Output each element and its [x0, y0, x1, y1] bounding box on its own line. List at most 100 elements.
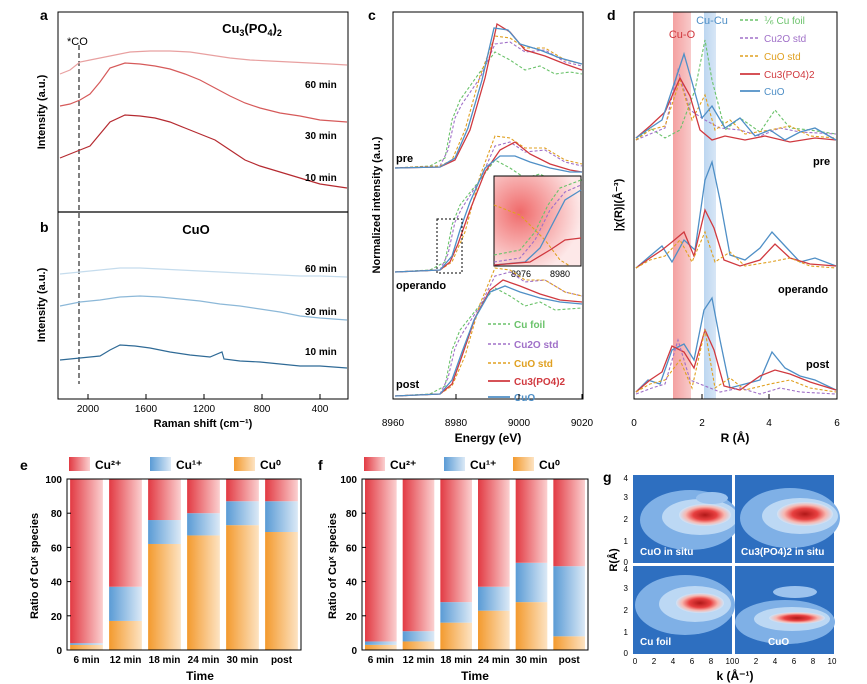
bar-segment-Cu0 [440, 622, 472, 650]
legend-swatch-cu2 [364, 457, 385, 471]
exafs-post-label: post [806, 359, 830, 371]
x-tick-label: 24 min [478, 655, 510, 666]
legend-label-cu2: Cu²⁺ [95, 458, 121, 472]
legend-label: CuO std [514, 359, 553, 370]
cu-cu-band-label: Cu-Cu [696, 15, 728, 27]
y-tick-label: 80 [346, 509, 358, 520]
raman-b-60min-line [59, 267, 348, 278]
wavelet-panel: g R(Å) CuO in situ Cu3(PO4)2 in situ Cu … [603, 469, 840, 683]
bar-segment-Cu0 [478, 610, 510, 650]
bar-segment-Cu0 [365, 644, 397, 650]
xanes-xlabel: Energy (eV) [455, 431, 522, 445]
panel-b-title: CuO [182, 222, 209, 237]
co-marker-label: *CO [67, 36, 88, 48]
exafs-ylabel: |χ(R)|(Å⁻³) [612, 178, 625, 231]
xanes-post-cu3po4-line [394, 279, 583, 397]
bar-segment-Cu1plus [478, 586, 510, 611]
bar-segment-Cu0 [187, 535, 220, 650]
panel-e-label: e [20, 457, 28, 473]
raman-b-30min-line [59, 295, 348, 321]
svg-text:3: 3 [624, 584, 629, 593]
raman-xlabel: Raman shift (cm⁻¹) [154, 418, 253, 430]
xanes-x-ticks [392, 394, 583, 399]
bar-segment-Cu1plus [553, 566, 585, 637]
raman-a-60min-line [59, 50, 348, 75]
svg-text:10: 10 [828, 657, 837, 666]
bar-segment-Cu0 [515, 602, 548, 650]
xanes-pre-cu2o-line [394, 41, 583, 169]
legend-label: Cu3(PO4)2 [514, 377, 566, 388]
legend-label: CuO [764, 87, 785, 98]
xanes-post-label: post [396, 379, 420, 391]
bar-segment-Cu2plus [478, 479, 510, 587]
raman-b-10min-label: 10 min [305, 347, 337, 358]
panel-g-label: g [603, 469, 612, 485]
xanes-zoom-box [436, 218, 463, 274]
exafs-pre-cuostd-line [635, 78, 837, 141]
svg-text:0: 0 [624, 649, 629, 658]
svg-text:2: 2 [624, 515, 629, 524]
wavelet-map-cuo-in-situ: CuO in situ [633, 475, 740, 563]
bar-segment-Cu0 [402, 641, 435, 650]
x-tick-label: 6 min [368, 655, 394, 666]
bar-segment-Cu0 [226, 525, 259, 650]
xanes-operando-label: operando [396, 280, 446, 292]
y-tick-label: 40 [346, 578, 358, 589]
wavelet-map-label: Cu foil [640, 637, 671, 648]
svg-text:4: 4 [624, 474, 629, 483]
x-tick-label: post [559, 655, 581, 666]
xanes-post-cuostd-line [394, 267, 583, 397]
exafs-xtick: 4 [766, 418, 772, 429]
bar-segment-Cu2plus [148, 479, 181, 521]
xanes-inset-cuostd-line [493, 204, 571, 267]
chart-e-ylabel: Ratio of Cuˣ species [29, 513, 41, 619]
exafs-post-cu3po4-line [635, 328, 837, 393]
exafs-post-cuo-line [635, 296, 837, 393]
svg-text:2: 2 [754, 657, 759, 666]
svg-text:2: 2 [652, 657, 657, 666]
x-tick-label: 30 min [516, 655, 548, 666]
bar-chart-f: f 6 min 12 min 18 min 24 min 30 min post 0 20 40… [318, 457, 589, 683]
bar-segment-Cu2plus [109, 479, 142, 587]
xanes-pre-cufoil-line [394, 51, 583, 169]
bar-segment-Cu1plus [515, 562, 548, 603]
legend-swatch-cu0 [513, 457, 534, 471]
cu-o-band-label: Cu-O [669, 29, 696, 41]
panel-c-label: c [368, 7, 376, 23]
svg-text:8: 8 [709, 657, 714, 666]
exafs-xtick: 0 [631, 418, 637, 429]
svg-text:0: 0 [633, 657, 638, 666]
y-tick-label: 20 [51, 612, 63, 623]
svg-text:1: 1 [624, 628, 629, 637]
panel-d-label: d [607, 7, 616, 23]
xanes-operando-cufoil-line [394, 159, 583, 273]
svg-text:0: 0 [624, 558, 629, 567]
exafs-xlabel: R (Å) [721, 430, 750, 445]
y-tick-label: 20 [346, 612, 358, 623]
svg-text:4: 4 [624, 565, 629, 574]
xanes-operando-cuo-line [394, 155, 582, 273]
legend-swatch-cu1 [444, 457, 465, 471]
raman-b-10min-line [59, 344, 348, 369]
legend-swatch-cu1 [150, 457, 171, 471]
bar-segment-Cu2plus [402, 479, 435, 632]
bar-segment-Cu2plus [365, 479, 397, 642]
xanes-inset-tick: 8976 [511, 269, 531, 279]
legend-label: CuO [514, 393, 535, 404]
x-tick-label: 6 min [73, 655, 99, 666]
xanes-pre-cuo-line [394, 27, 583, 169]
raman-xtick: 400 [312, 404, 329, 415]
bar-segment-Cu1plus [109, 586, 142, 621]
exafs-operando-cu3po4-line [635, 208, 837, 269]
raman-a-30min-line [59, 62, 348, 123]
plot-frame [66, 478, 302, 651]
exafs-pre-cufoil-line [635, 39, 837, 141]
bar-segment-Cu2plus [187, 479, 220, 514]
exafs-operando-cuo-line [635, 159, 837, 269]
bar-segment-Cu0 [70, 644, 103, 650]
bar-segment-Cu2plus [226, 479, 259, 502]
legend-label: Cu2O std [764, 34, 806, 45]
bar-segment-Cu1plus [148, 520, 181, 544]
legend-label-cu1: Cu¹⁺ [470, 458, 496, 472]
